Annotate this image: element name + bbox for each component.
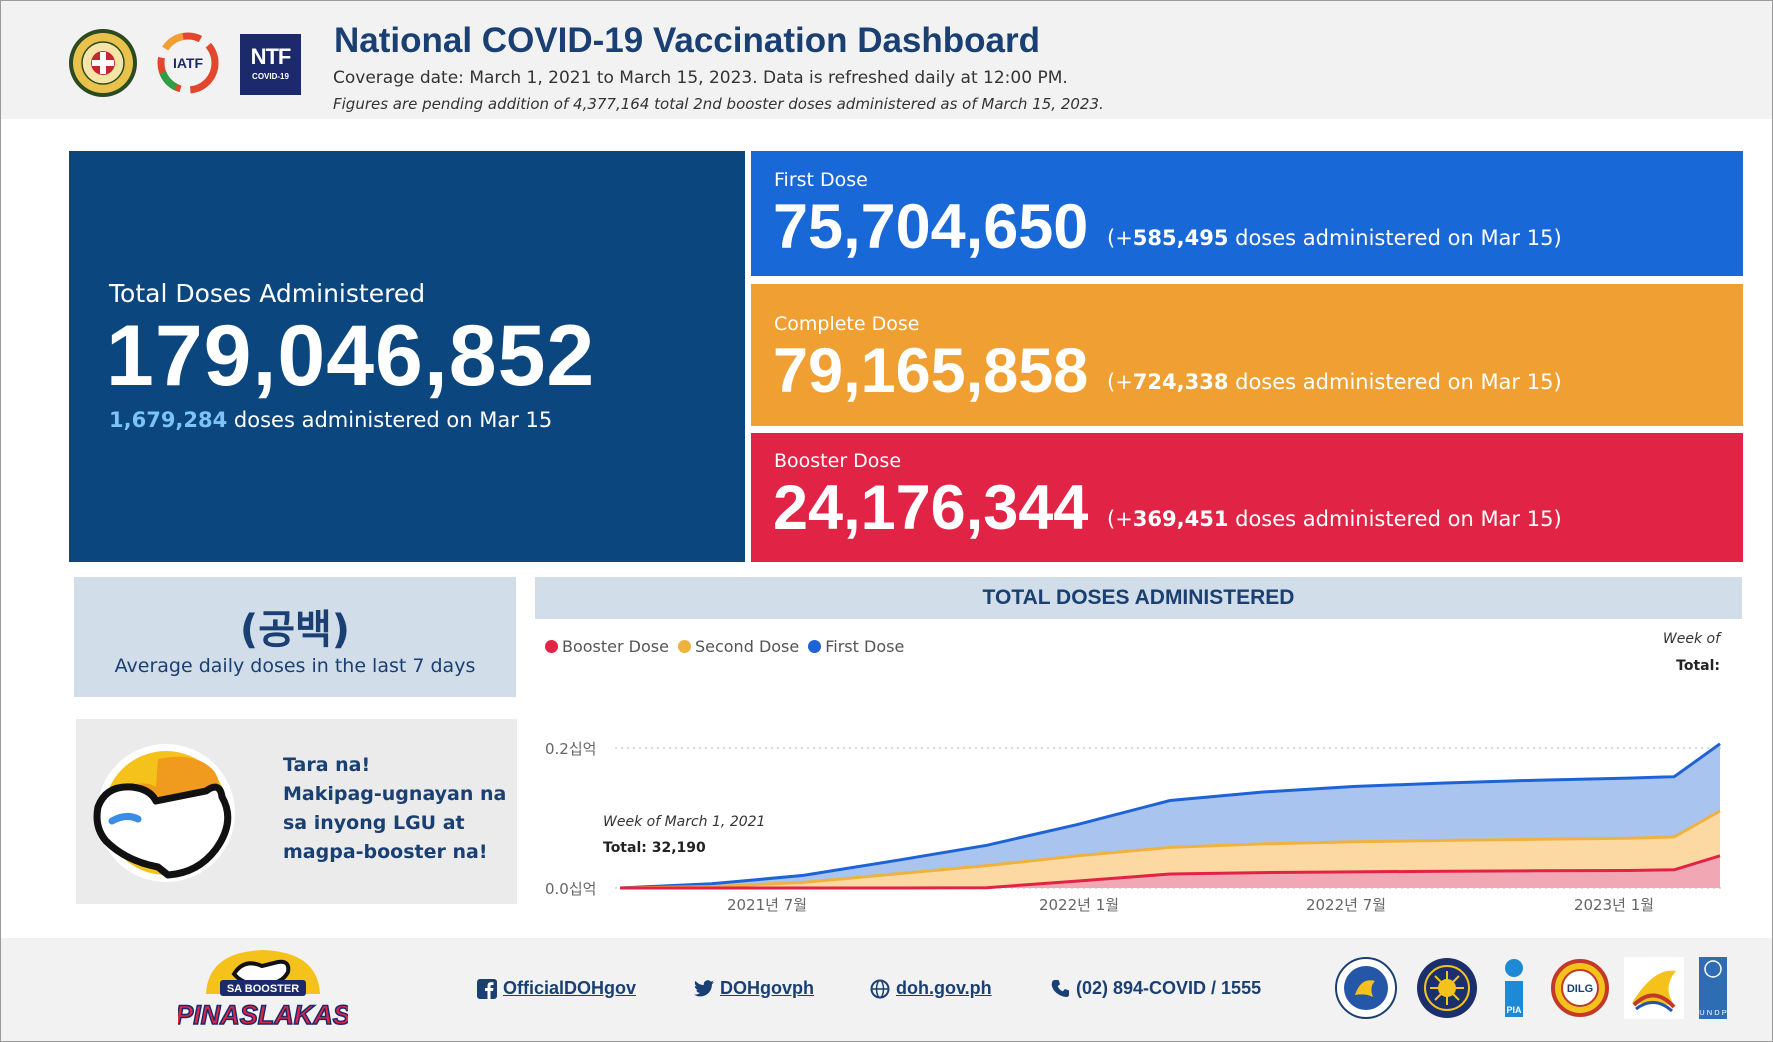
booster-dose-daily-suffix: doses administered on Mar 15): [1228, 507, 1562, 531]
legend-booster-dot: [545, 640, 558, 653]
booster-dose-area[interactable]: [620, 855, 1720, 888]
twitter-link[interactable]: DOHgovph: [694, 978, 814, 999]
legend-booster[interactable]: Booster Dose: [545, 637, 669, 656]
undp-logo-text: U N D P: [1699, 1008, 1727, 1017]
legend-first-label: First Dose: [825, 637, 905, 656]
first-dose-value: 75,704,650: [773, 192, 1089, 262]
total-daily-value: 1,679,284: [109, 408, 228, 432]
header: IATF NTF COVID-19 National COVID-19 Vacc…: [1, 1, 1772, 119]
booster-dose-daily-prefix: (+: [1107, 507, 1133, 531]
average-daily-value: (공백): [239, 607, 351, 653]
first-dose-card: First Dose 75,704,650 (+585,495 doses ad…: [751, 151, 1743, 276]
twitter-icon: [694, 980, 714, 997]
globe-icon: [870, 979, 890, 998]
phone-icon: [1051, 979, 1070, 998]
chart-title: TOTAL DOSES ADMINISTERED: [535, 577, 1742, 619]
first-dose-line: [619, 742, 1721, 890]
tooltip-total-label: Total:: [1676, 658, 1720, 674]
phone-hotline[interactable]: (02) 894-COVID / 1555: [1051, 978, 1261, 999]
complete-dose-daily-suffix: doses administered on Mar 15): [1228, 370, 1562, 394]
legend-first[interactable]: First Dose: [808, 637, 904, 656]
promo-line-1: Tara na!: [283, 754, 371, 776]
booster-dose-value: 24,176,344: [773, 473, 1089, 543]
opapp-seal-logo: [1335, 957, 1397, 1019]
total-daily-text: doses administered on Mar 15: [227, 408, 553, 432]
facebook-handle[interactable]: OfficialDOHgov: [503, 978, 637, 998]
undp-logo: U N D P: [1699, 957, 1727, 1019]
website-url[interactable]: doh.gov.ph: [896, 978, 992, 998]
x-tick-label-2023-01: 2023년 1월: [1574, 896, 1654, 914]
first-dose-label: First Dose: [774, 169, 868, 191]
ntf-logo-subtext: COVID-19: [252, 72, 289, 81]
legend-second-dot: [677, 640, 691, 653]
first-dose-daily: (+585,495 doses administered on Mar 15): [1107, 226, 1562, 250]
chart-legend: Booster Dose Second Dose First Dose: [545, 637, 913, 656]
x-tick-label-2022-07: 2022년 7월: [1306, 896, 1386, 914]
second-dose-line: [619, 809, 1721, 890]
flexed-arm-icon: [93, 744, 235, 882]
first-dose-daily-value: 585,495: [1132, 226, 1229, 250]
complete-dose-label: Complete Dose: [774, 313, 920, 335]
coverage-date: Coverage date: March 1, 2021 to March 15…: [333, 68, 1068, 88]
complete-dose-daily-prefix: (+: [1107, 370, 1133, 394]
tooltip-week-label: Week of: [1662, 631, 1720, 647]
ntf-covid19-logo: NTF COVID-19: [240, 34, 301, 95]
booster-dose-daily-value: 369,451: [1132, 507, 1229, 531]
complete-dose-daily: (+724,338 doses administered on Mar 15): [1107, 370, 1562, 394]
booster-promo: Tara na! Makipag-ugnayan na sa inyong LG…: [76, 719, 517, 904]
annotation-week: Week of March 1, 2021: [603, 814, 765, 830]
ntf-logo-text: NTF: [250, 44, 292, 69]
phone-number[interactable]: (02) 894-COVID / 1555: [1076, 978, 1262, 998]
page-title: National COVID-19 Vaccination Dashboard: [334, 21, 1040, 60]
y-tick-label-top: 0.2십억: [545, 740, 596, 758]
annotation-total: Total: 32,190: [603, 840, 706, 856]
x-tick-label-2021-07: 2021년 7월: [727, 896, 807, 914]
average-daily-label: Average daily doses in the last 7 days: [114, 655, 476, 677]
facebook-link[interactable]: OfficialDOHgov: [477, 978, 636, 999]
facebook-icon: [477, 978, 497, 999]
legend-booster-label: Booster Dose: [562, 637, 669, 656]
pinas-bottom-text: PINASLAKAS: [178, 1000, 348, 1030]
booster-dose-line: [620, 854, 1721, 890]
doh-seal-logo: [69, 29, 137, 97]
partner-shield-logo: [1624, 957, 1684, 1019]
pia-logo-text: PIA: [1506, 1005, 1522, 1015]
x-tick-label-2022-01: 2022년 1월: [1039, 896, 1119, 914]
booster-dose-label: Booster Dose: [774, 450, 902, 472]
promo-line-2: Makipag-ugnayan na sa inyong LGU at magp…: [283, 783, 507, 863]
booster-dose-daily: (+369,451 doses administered on Mar 15): [1107, 507, 1562, 531]
dilg-logo-text: DILG: [1567, 983, 1593, 995]
legend-second[interactable]: Second Dose: [677, 637, 800, 656]
total-doses-card: Total Doses Administered 179,046,852 1,6…: [69, 151, 745, 562]
website-link[interactable]: doh.gov.ph: [870, 978, 992, 999]
total-doses-area-chart[interactable]: 0.2십억 0.0십억 2021년 7월 2022년 1월 2022년 7월 2…: [535, 700, 1742, 920]
second-dose-area[interactable]: [620, 811, 1720, 888]
complete-dose-daily-value: 724,338: [1132, 370, 1229, 394]
total-daily-doses: 1,679,284 doses administered on Mar 15: [109, 408, 552, 432]
iatf-logo: IATF: [157, 32, 219, 94]
pia-logo: PIA: [1505, 959, 1523, 1017]
iatf-logo-text: IATF: [173, 55, 204, 71]
dilg-seal-logo: DILG: [1551, 959, 1609, 1017]
footer: SA BOOSTER PINASLAKAS OfficialDOHgov DOH…: [1, 938, 1772, 1041]
first-dose-daily-prefix: (+: [1107, 226, 1133, 250]
complete-dose-value: 79,165,858: [773, 336, 1089, 406]
pinaslakas-logo: SA BOOSTER PINASLAKAS: [178, 950, 348, 1031]
pco-seal-logo: [1417, 958, 1477, 1018]
booster-dose-card: Booster Dose 24,176,344 (+369,451 doses …: [751, 433, 1743, 562]
average-daily-card: (공백) Average daily doses in the last 7 d…: [74, 577, 516, 697]
promo-text: Tara na! Makipag-ugnayan na sa inyong LG…: [283, 751, 513, 867]
legend-first-dot: [808, 640, 822, 653]
complete-dose-card: Complete Dose 79,165,858 (+724,338 doses…: [751, 284, 1743, 426]
pinas-top-text: SA BOOSTER: [227, 983, 299, 995]
total-doses-label: Total Doses Administered: [109, 279, 426, 308]
legend-second-label: Second Dose: [694, 637, 800, 656]
twitter-handle[interactable]: DOHgovph: [720, 978, 814, 998]
first-dose-daily-suffix: doses administered on Mar 15): [1228, 226, 1562, 250]
y-tick-label-bottom: 0.0십억: [545, 880, 596, 898]
total-doses-value: 179,046,852: [106, 308, 596, 404]
pending-note: Figures are pending addition of 4,377,16…: [333, 95, 1104, 113]
